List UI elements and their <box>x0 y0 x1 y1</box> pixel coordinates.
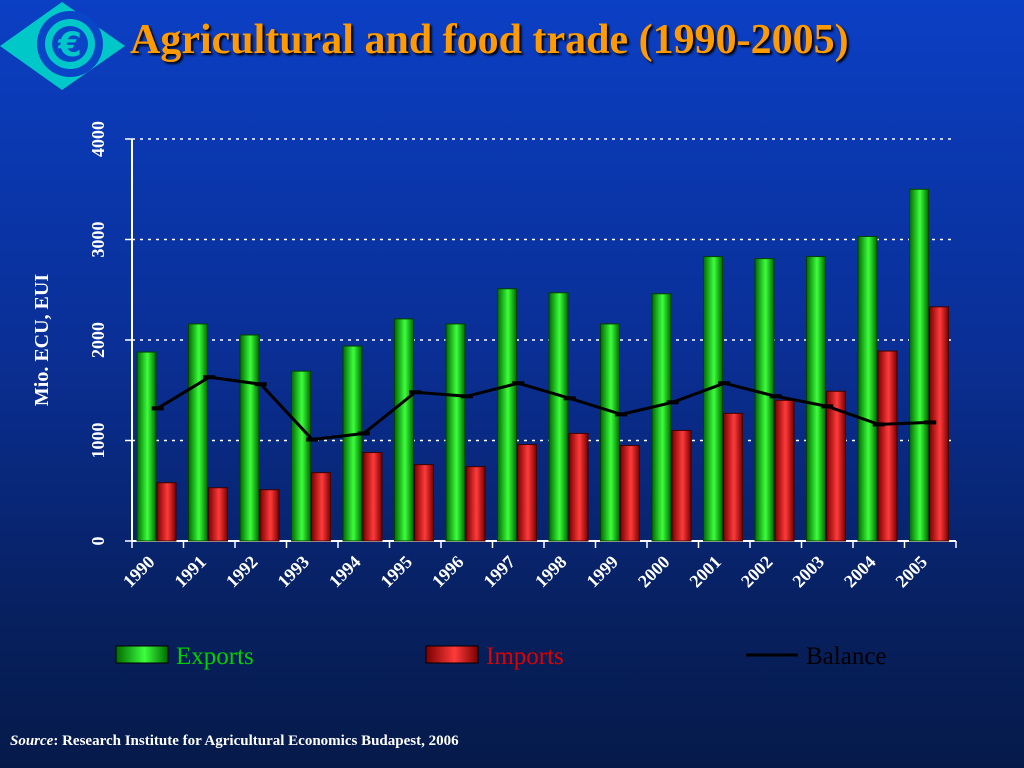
y-tick-label: 1000 <box>88 423 108 459</box>
x-tick-label: 1992 <box>222 552 262 592</box>
chart-grid <box>132 138 956 442</box>
bar-imports <box>723 412 743 542</box>
x-tick-label: 2004 <box>840 552 880 592</box>
source-note: Source: Research Institute for Agricultu… <box>10 733 459 750</box>
legend-label: Exports <box>176 643 254 670</box>
x-tick-label: 1995 <box>376 552 416 592</box>
y-tick-label: 2000 <box>88 322 108 358</box>
y-tick-label: 3000 <box>88 222 108 258</box>
source-text: : Research Institute for Agricultural Ec… <box>53 733 459 749</box>
bar-exports <box>188 323 208 542</box>
bar-exports <box>857 235 878 542</box>
x-tick-label: 2001 <box>685 552 725 592</box>
bar-exports <box>445 323 466 542</box>
x-tick-label: 1990 <box>119 552 159 592</box>
legend-label: Balance <box>806 643 887 670</box>
bar-exports <box>600 323 620 542</box>
y-axis-label: Mio. ECU, EUI <box>31 274 53 406</box>
bar-imports <box>414 464 434 542</box>
x-tick-label: 2002 <box>737 552 777 592</box>
bar-exports <box>394 318 414 542</box>
bar-imports <box>259 489 280 542</box>
bar-exports <box>651 293 672 542</box>
bar-exports <box>754 258 775 542</box>
x-tick-label: 1991 <box>170 552 210 592</box>
source-label: Source <box>10 733 54 749</box>
bar-imports <box>517 444 537 542</box>
bar-exports <box>548 292 569 542</box>
balance-line-group <box>151 375 937 442</box>
chart-legend: Exports Imports Balance <box>115 643 887 670</box>
page-title: Agricultural and food trade (1990-2005) <box>130 17 849 63</box>
legend-swatch <box>425 645 479 664</box>
x-tick-label: 1998 <box>531 552 571 592</box>
bar-imports <box>362 452 383 542</box>
bar-exports <box>136 351 157 542</box>
bar-imports <box>156 482 177 542</box>
bar-exports <box>703 256 723 542</box>
bar-exports <box>291 370 311 542</box>
bar-imports <box>465 466 486 542</box>
x-tick-label: 1994 <box>325 552 365 592</box>
balance-line <box>156 375 931 442</box>
bar-imports <box>671 429 692 542</box>
bar-imports <box>208 487 228 542</box>
y-tick-label: 4000 <box>88 121 108 157</box>
bar-exports <box>806 256 826 542</box>
bar-exports <box>342 345 363 542</box>
bar-exports <box>239 334 260 542</box>
bar-exports <box>909 188 929 542</box>
euro-logo-icon: € <box>0 2 125 90</box>
legend-swatch <box>115 645 169 664</box>
x-tick-label: 1999 <box>582 552 622 592</box>
bar-imports <box>826 390 846 542</box>
logo-glyph: € <box>57 25 82 65</box>
x-tick-label: 1993 <box>273 552 313 592</box>
x-tick-label: 1996 <box>428 552 468 592</box>
x-tick-label: 2000 <box>634 552 674 592</box>
legend-label: Imports <box>486 643 564 670</box>
bar-exports <box>497 288 517 542</box>
x-tick-label: 2005 <box>891 552 931 592</box>
x-tick-label: 1997 <box>479 552 519 592</box>
bar-imports <box>620 445 640 542</box>
bar-imports <box>568 432 589 542</box>
bar-imports <box>774 399 795 542</box>
bar-imports <box>311 472 331 542</box>
chart-bars <box>136 188 949 542</box>
bar-imports <box>877 350 898 542</box>
y-tick-label: 0 <box>88 537 108 546</box>
x-tick-label: 2003 <box>788 552 828 592</box>
